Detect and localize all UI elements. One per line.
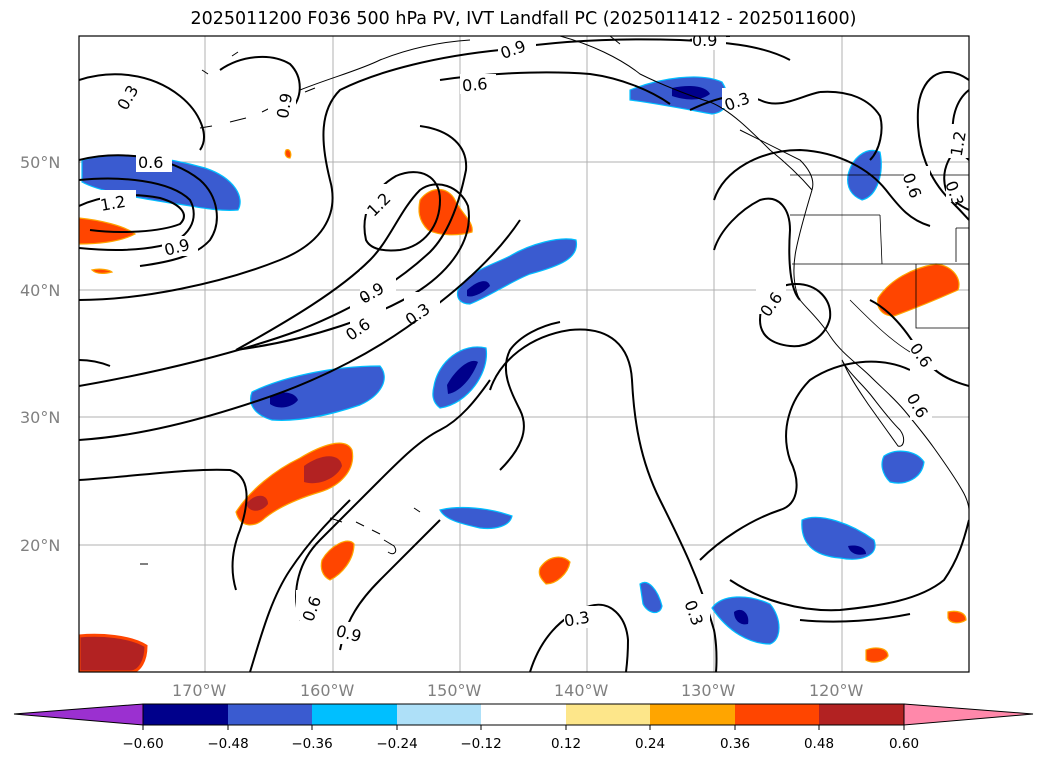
lon-label-120w: 120°W [809,681,864,700]
pos-blob-e-small [947,610,967,624]
hawaii-islands [329,507,421,555]
canada-coast [739,129,814,191]
contour-0.3-alaska [689,91,821,111]
colorbar-bin [312,704,397,725]
lat-label-20n: 20°N [20,536,60,555]
colorbar-tick-label: 0.12 [551,736,581,752]
contour-0.9-west [79,177,195,251]
colorbar-tick-label: 0.36 [720,736,750,752]
colorbar-tick-label: 0.24 [635,736,665,752]
lat-label-30n: 30°N [20,408,60,427]
contour-0.6-coast [713,148,931,227]
map-frame [78,35,970,673]
pos-blob-hawaii-south [538,556,571,585]
lat-label-40n: 40°N [20,281,60,300]
neg-blob-hawaii-north [439,506,513,530]
colorbar-bin [143,704,228,725]
contour-mid [499,321,561,471]
contour-label: 0.6 [461,74,488,95]
lat-label-50n: 50°N [20,153,60,172]
contour-label: 0.9 [273,92,296,120]
contour-0.9-northcentral [219,55,301,111]
colorbar-tick-label: −0.48 [207,736,248,752]
contour-label: 0.6 [138,153,163,172]
negative-anomalies [81,76,925,645]
pos-blob-california [877,263,960,317]
gridlines [79,36,969,672]
colorbar-bin [397,704,481,725]
pos-blob-southwest [79,633,148,672]
north-america-coast [793,189,969,511]
contour-labels: 0.3 0.6 1.2 0.9 0.9 0.6 0.3 0.9 0.6 0.3 … [99,31,970,646]
colorbar-extend-low [13,703,144,726]
colorbar-bin [481,704,566,725]
contour-0.3-nw [79,73,205,151]
pos-blob-hawaii-west [320,540,355,581]
contour-0.6-south [295,379,491,621]
contour-0.6-west [79,154,218,267]
contour-west-dateline [79,359,111,367]
longitude-labels: 170°W 160°W 150°W 140°W 130°W 120°W [172,681,864,700]
pos-blob-north-central [418,188,473,236]
contour-south [79,468,248,591]
colorbar-bin [650,704,735,725]
contour-label: 1.2 [99,192,127,215]
baja-peninsula [841,359,905,447]
contour-trough [489,328,718,672]
state-borders [790,174,969,353]
neg-blob-small-south [639,581,663,614]
map-title: 2025011200 F036 500 hPa PV, IVT Landfall… [190,9,857,29]
contour-0.6-ridge [79,125,468,387]
pos-blob-se-small [865,647,889,663]
colorbar-tick-label: −0.12 [460,736,501,752]
neg-blob-baja [881,450,925,484]
contour-0.3-lower [699,360,911,561]
contour-0.6-se-bottom [799,613,911,623]
colorbar-tick-label: 0.60 [889,736,919,752]
colorbar-bin [566,704,650,725]
lon-label-140w: 140°W [554,681,609,700]
colorbar-tick-label: −0.60 [122,736,163,752]
contour-label: 0.3 [563,607,591,630]
latitude-labels: 50°N 40°N 30°N 20°N [20,153,60,555]
contour-label: 0.9 [692,31,717,50]
contour-0.3-southcentral [529,603,630,672]
colorbar-bin [819,704,904,725]
lon-label-150w: 150°W [427,681,482,700]
contour-0.3-ridge [79,219,521,441]
contour-label: 1.2 [947,130,970,158]
colorbar-tick-label: −0.36 [291,736,332,752]
lon-label-170w: 170°W [172,681,227,700]
colorbar-tick-label: −0.24 [376,736,417,752]
colorbar: −0.60 −0.48 −0.36 −0.24 −0.12 0.12 0.24 … [13,703,1034,752]
colorbar-bin [735,704,819,725]
lon-label-130w: 130°W [681,681,736,700]
colorbar-extend-high [903,703,1034,726]
contour-0.3-se [729,519,969,612]
contour-0.9-alaska [499,38,791,61]
contour-0.6-coast-loop [713,197,801,301]
contour-northeast [819,90,883,161]
contour-east-big [916,70,969,221]
map-area [79,36,969,672]
positive-anomalies [79,149,967,672]
contour-ridge-outer [79,49,501,301]
lon-label-160w: 160°W [300,681,355,700]
contour-0.3-lowpac [249,499,351,672]
colorbar-tick-label: 0.48 [804,736,834,752]
colorbar-bin [228,704,312,725]
